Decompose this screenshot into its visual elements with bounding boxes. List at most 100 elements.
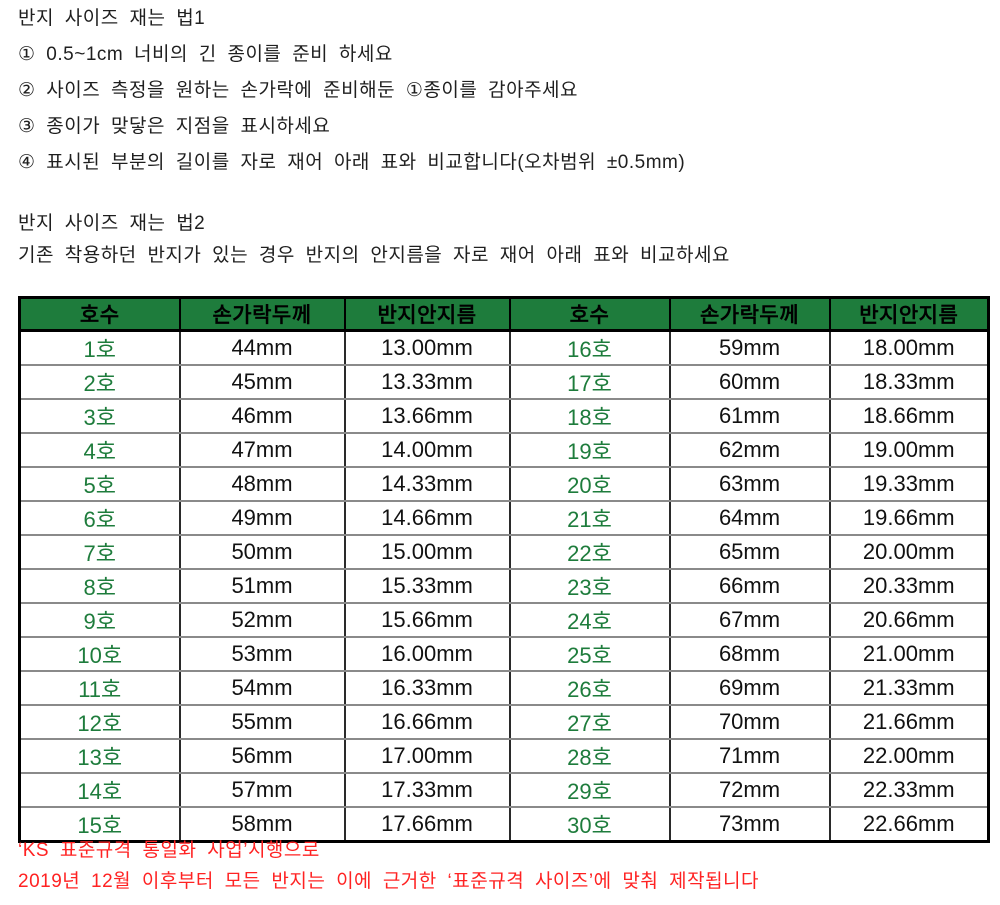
column-header-size-1: 호수: [18, 296, 181, 332]
value-cell: 50mm: [178, 534, 346, 570]
value-cell: 22.00mm: [828, 738, 990, 774]
value-cell: 51mm: [178, 568, 346, 604]
value-cell: 48mm: [178, 466, 346, 502]
size-cell: 2호: [18, 364, 181, 400]
table-row: 13호 56mm 17.00mm 28호 71mm 22.00mm: [18, 738, 990, 774]
value-cell: 71mm: [668, 738, 831, 774]
size-cell: 6호: [18, 500, 181, 536]
column-header-diameter-1: 반지안지름: [343, 296, 511, 332]
value-cell: 16.00mm: [343, 636, 511, 672]
value-cell: 13.33mm: [343, 364, 511, 400]
value-cell: 70mm: [668, 704, 831, 740]
size-cell: 11호: [18, 670, 181, 706]
value-cell: 19.66mm: [828, 500, 990, 536]
method1-title: 반지 사이즈 재는 법1: [18, 8, 206, 29]
size-cell: 15호: [18, 806, 181, 843]
size-cell: 8호: [18, 568, 181, 604]
value-cell: 69mm: [668, 670, 831, 706]
size-cell: 19호: [508, 432, 671, 468]
table-row: 7호 50mm 15.00mm 22호 65mm 20.00mm: [18, 534, 990, 570]
size-cell: 4호: [18, 432, 181, 468]
value-cell: 21.00mm: [828, 636, 990, 672]
value-cell: 20.66mm: [828, 602, 990, 638]
value-cell: 72mm: [668, 772, 831, 808]
value-cell: 47mm: [178, 432, 346, 468]
value-cell: 60mm: [668, 364, 831, 400]
table-header-row: 호수 손가락두께 반지안지름 호수 손가락두께 반지안지름: [18, 296, 990, 332]
value-cell: 67mm: [668, 602, 831, 638]
size-cell: 9호: [18, 602, 181, 638]
table-row: 14호 57mm 17.33mm 29호 72mm 22.33mm: [18, 772, 990, 808]
footer-note-1: ‘KS 표준규격 통일화 사업’시행으로: [18, 840, 320, 861]
table-row: 10호 53mm 16.00mm 25호 68mm 21.00mm: [18, 636, 990, 672]
value-cell: 68mm: [668, 636, 831, 672]
column-header-diameter-2: 반지안지름: [828, 296, 990, 332]
value-cell: 45mm: [178, 364, 346, 400]
size-cell: 23호: [508, 568, 671, 604]
size-cell: 16호: [508, 329, 671, 366]
value-cell: 22.66mm: [828, 806, 990, 843]
table-row: 1호 44mm 13.00mm 16호 59mm 18.00mm: [18, 329, 990, 366]
value-cell: 49mm: [178, 500, 346, 536]
size-cell: 20호: [508, 466, 671, 502]
value-cell: 17.66mm: [343, 806, 511, 843]
table-row: 2호 45mm 13.33mm 17호 60mm 18.33mm: [18, 364, 990, 400]
size-cell: 28호: [508, 738, 671, 774]
size-cell: 13호: [18, 738, 181, 774]
value-cell: 56mm: [178, 738, 346, 774]
footer-note-2: 2019년 12월 이후부터 모든 반지는 이에 근거한 ‘표준규격 사이즈’에…: [18, 871, 760, 892]
value-cell: 22.33mm: [828, 772, 990, 808]
size-cell: 26호: [508, 670, 671, 706]
value-cell: 55mm: [178, 704, 346, 740]
table-row: 11호 54mm 16.33mm 26호 69mm 21.33mm: [18, 670, 990, 706]
value-cell: 20.00mm: [828, 534, 990, 570]
value-cell: 62mm: [668, 432, 831, 468]
size-cell: 12호: [18, 704, 181, 740]
table-body: 1호 44mm 13.00mm 16호 59mm 18.00mm 2호 45mm 13.33mm…: [18, 329, 990, 843]
method1-step-4: ④ 표시된 부분의 길이를 자로 재어 아래 표와 비교합니다(오차범위 ±0.…: [18, 152, 686, 173]
value-cell: 66mm: [668, 568, 831, 604]
size-cell: 27호: [508, 704, 671, 740]
size-cell: 18호: [508, 398, 671, 434]
value-cell: 13.00mm: [343, 329, 511, 366]
column-header-finger-1: 손가락두께: [178, 296, 346, 332]
value-cell: 59mm: [668, 329, 831, 366]
size-cell: 21호: [508, 500, 671, 536]
value-cell: 61mm: [668, 398, 831, 434]
size-cell: 24호: [508, 602, 671, 638]
value-cell: 19.00mm: [828, 432, 990, 468]
size-cell: 7호: [18, 534, 181, 570]
size-cell: 1호: [18, 329, 181, 366]
value-cell: 14.00mm: [343, 432, 511, 468]
value-cell: 63mm: [668, 466, 831, 502]
value-cell: 19.33mm: [828, 466, 990, 502]
value-cell: 18.33mm: [828, 364, 990, 400]
value-cell: 15.00mm: [343, 534, 511, 570]
value-cell: 44mm: [178, 329, 346, 366]
method1-step-3: ③ 종이가 맞닿은 지점을 표시하세요: [18, 116, 331, 137]
value-cell: 20.33mm: [828, 568, 990, 604]
size-cell: 30호: [508, 806, 671, 843]
value-cell: 14.66mm: [343, 500, 511, 536]
value-cell: 16.33mm: [343, 670, 511, 706]
size-cell: 29호: [508, 772, 671, 808]
table-row: 9호 52mm 15.66mm 24호 67mm 20.66mm: [18, 602, 990, 638]
method2-title: 반지 사이즈 재는 법2: [18, 213, 206, 234]
value-cell: 17.00mm: [343, 738, 511, 774]
table-row: 5호 48mm 14.33mm 20호 63mm 19.33mm: [18, 466, 990, 502]
value-cell: 52mm: [178, 602, 346, 638]
value-cell: 13.66mm: [343, 398, 511, 434]
value-cell: 73mm: [668, 806, 831, 843]
value-cell: 21.66mm: [828, 704, 990, 740]
size-cell: 25호: [508, 636, 671, 672]
method1-step-2: ② 사이즈 측정을 원하는 손가락에 준비해둔 ①종이를 감아주세요: [18, 80, 579, 101]
table-row: 15호 58mm 17.66mm 30호 73mm 22.66mm: [18, 806, 990, 843]
column-header-finger-2: 손가락두께: [668, 296, 831, 332]
value-cell: 58mm: [178, 806, 346, 843]
ring-size-table: 호수 손가락두께 반지안지름 호수 손가락두께 반지안지름 1호 44mm 13.0…: [18, 296, 990, 843]
value-cell: 16.66mm: [343, 704, 511, 740]
column-header-size-2: 호수: [508, 296, 671, 332]
value-cell: 65mm: [668, 534, 831, 570]
value-cell: 14.33mm: [343, 466, 511, 502]
